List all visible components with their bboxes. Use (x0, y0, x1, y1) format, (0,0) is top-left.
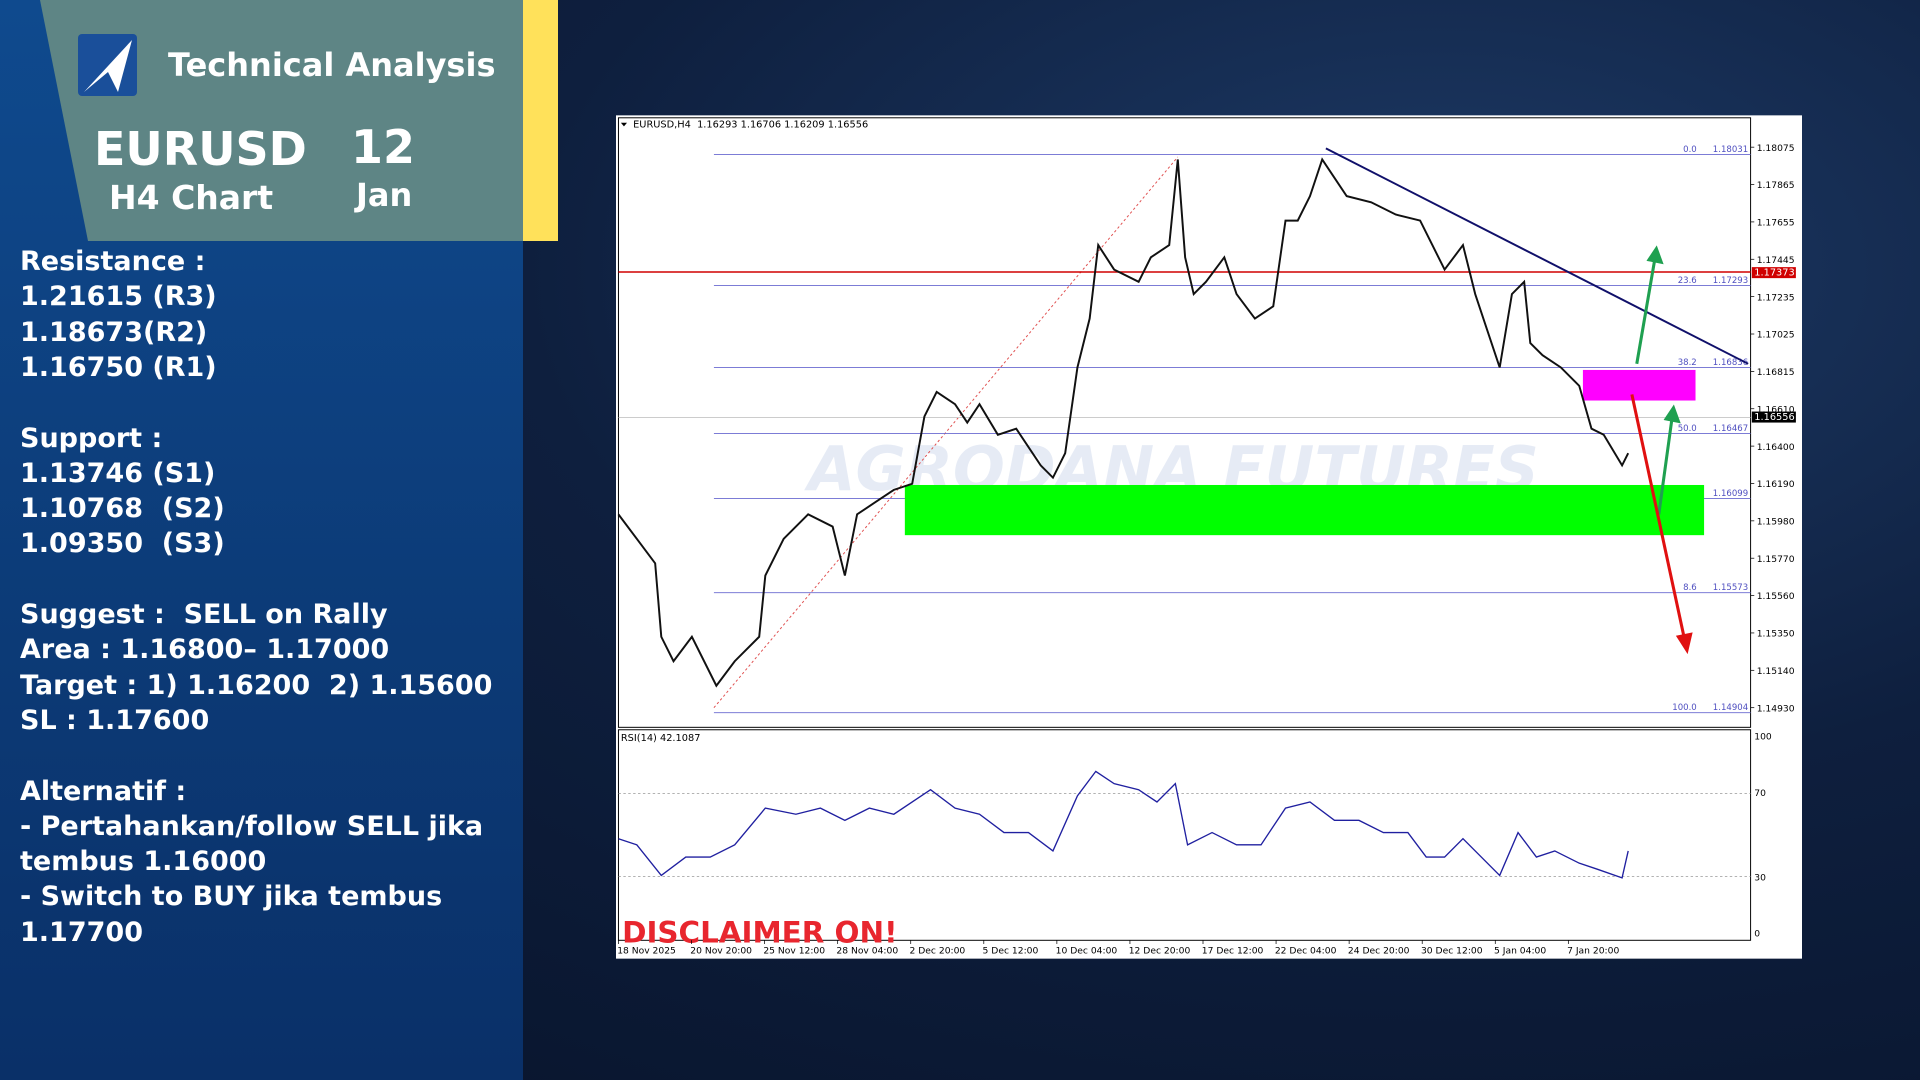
date-label: 7 Jan 20:00 (1567, 946, 1619, 957)
date-label: 30 Dec 12:00 (1421, 946, 1483, 957)
fib-price: 1.14904 (1713, 703, 1748, 713)
header-box (40, 0, 523, 241)
price-axis-label: 1.16190 (1757, 479, 1795, 490)
disclaimer: DISCLAIMER ON! (622, 916, 897, 950)
analysis-line: Support : (20, 422, 163, 454)
date-label: 2 Dec 20:00 (910, 946, 966, 957)
day: 12 (351, 120, 416, 174)
date-label: 20 Nov 20:00 (690, 946, 752, 957)
rsi-axis-label: 30 (1754, 872, 1766, 883)
accent-strip (523, 0, 558, 241)
price-axis-label: 1.17235 (1757, 292, 1795, 303)
fib-price: 1.18031 (1713, 145, 1748, 155)
rsi-axis-label: 100 (1754, 732, 1772, 743)
fib-price: 1.17293 (1713, 276, 1748, 286)
price-axis-label: 1.15350 (1757, 629, 1795, 640)
resistance-line-label: 1.17373 (1754, 268, 1794, 279)
fib-level: 8.6 (1683, 583, 1697, 593)
price-axis-label: 1.18075 (1757, 143, 1795, 154)
price-axis-label: 1.15560 (1757, 591, 1795, 602)
price-axis-label: 1.14930 (1757, 703, 1795, 714)
price-axis-label: 1.15980 (1757, 517, 1795, 528)
timeframe: H4 Chart (109, 178, 274, 217)
date-label: 10 Dec 04:00 (1056, 946, 1118, 957)
date-label: 5 Jan 04:00 (1494, 946, 1546, 957)
price-axis-label: 1.17445 (1757, 255, 1795, 266)
analysis-line: 1.21615 (R3) (20, 281, 217, 313)
analysis-line: Alternatif : (20, 775, 187, 807)
analysis-line: - Switch to BUY jika tembus (20, 881, 443, 913)
title: Technical Analysis (168, 46, 496, 84)
fib-level: 100.0 (1672, 703, 1696, 713)
date-label: 12 Dec 20:00 (1129, 946, 1191, 957)
price-axis-label: 1.15770 (1757, 554, 1795, 565)
fib-price: 1.16099 (1713, 489, 1748, 499)
price-axis-label: 1.17025 (1757, 330, 1795, 341)
date-label: 22 Dec 04:00 (1275, 946, 1337, 957)
analysis-line: Suggest : SELL on Rally (20, 599, 388, 630)
date-label: 17 Dec 12:00 (1202, 946, 1264, 957)
price-axis-label: 1.16610 (1757, 404, 1795, 415)
analysis-line: Resistance : (20, 246, 206, 277)
fib-price: 1.16467 (1713, 424, 1748, 434)
analysis-line: 1.13746 (S1) (20, 457, 216, 489)
fib-price: 1.16836 (1713, 358, 1748, 368)
fib-level: 38.2 (1678, 358, 1697, 368)
price-axis-label: 1.16815 (1757, 367, 1795, 378)
analysis-line: 1.09350 (S3) (20, 528, 225, 560)
analysis-line: Area : 1.16800– 1.17000 (20, 634, 390, 666)
price-axis-label: 1.17865 (1757, 180, 1795, 191)
analysis-line: 1.17700 (20, 916, 143, 948)
rsi-axis-label: 70 (1754, 788, 1766, 799)
pair: EURUSD (94, 122, 307, 176)
rsi-info: RSI(14) 42.1087 (621, 733, 701, 744)
month: Jan (356, 176, 413, 214)
date-label: 18 Nov 2025 (617, 946, 676, 957)
analysis-line: 1.18673(R2) (20, 316, 208, 348)
analysis-line: - Pertahankan/follow SELL jika (20, 810, 484, 842)
date-label: 28 Nov 04:00 (836, 946, 898, 957)
date-label: 24 Dec 20:00 (1348, 946, 1410, 957)
fib-price: 1.15573 (1713, 583, 1748, 593)
analysis-line: Target : 1) 1.16200 2) 1.15600 (20, 669, 493, 701)
analysis-line: SL : 1.17600 (20, 704, 210, 736)
price-axis-label: 1.15140 (1757, 666, 1795, 677)
price-axis-label: 1.17655 (1757, 218, 1795, 229)
date-label: 5 Dec 12:00 (983, 946, 1039, 957)
current-price-label: 1.16556 (1754, 412, 1794, 423)
rsi-axis-label: 0 (1754, 929, 1760, 940)
analysis-line: tembus 1.16000 (20, 846, 267, 878)
fib-level: 0.0 (1683, 145, 1697, 155)
symbol-info: EURUSD,H4 1.16293 1.16706 1.16209 1.1655… (633, 120, 868, 131)
fib-level: 50.0 (1678, 424, 1697, 434)
analysis-line: 1.10768 (S2) (20, 493, 225, 525)
date-label: 25 Nov 12:00 (763, 946, 825, 957)
analysis-line: 1.16750 (R1) (20, 351, 217, 383)
price-axis-label: 1.16400 (1757, 442, 1795, 453)
fib-level: 23.6 (1678, 276, 1697, 286)
